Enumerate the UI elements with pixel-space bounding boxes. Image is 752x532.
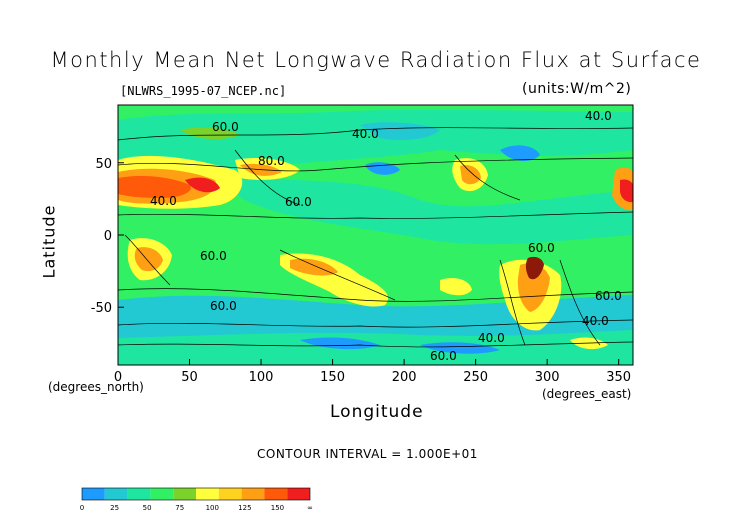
y-tick-label: -50 (91, 301, 112, 316)
contour-line (499, 259, 526, 346)
contour-line (118, 319, 633, 328)
y-tick-label: 0 (104, 229, 112, 244)
contour-line (118, 127, 633, 141)
field-region (185, 177, 220, 193)
contour-line (279, 249, 396, 301)
units-label: (units:W/m^2) (522, 81, 632, 97)
y-axis-unit: (degrees_north) (48, 380, 144, 394)
colorbar-swatch (150, 488, 174, 500)
y-tick-label: 50 (95, 157, 112, 172)
colorbar-tick-label: 0 (80, 504, 84, 512)
contour-label: 60.0 (285, 195, 312, 209)
colorbar-tick-label: 125 (238, 504, 251, 512)
field-region (118, 176, 191, 198)
field-region (500, 145, 540, 162)
contour-label: 60.0 (430, 349, 457, 363)
contour-label: 40.0 (478, 331, 505, 345)
field-region (420, 342, 500, 354)
chart-title: Monthly Mean Net Longwave Radiation Flux… (50, 48, 702, 72)
contour-label: 40.0 (585, 109, 612, 123)
field-region (118, 330, 633, 365)
field-region (360, 122, 440, 140)
field-region (460, 165, 481, 185)
field-region (620, 179, 633, 203)
contour-interval-label: CONTOUR INTERVAL = 1.000E+01 (257, 447, 478, 461)
contour-label: 60.0 (200, 249, 227, 263)
contour-label: 40.0 (582, 314, 609, 328)
contour-label: 60.0 (528, 241, 555, 255)
x-tick-label: 150 (320, 370, 345, 385)
colorbar-swatch (241, 488, 265, 500)
field-region (290, 258, 338, 276)
x-tick-label: 0 (114, 370, 122, 385)
colorbar-swatch (218, 488, 242, 500)
colorbar-swatch (287, 488, 310, 500)
field-region (118, 295, 633, 343)
contour-label: 80.0 (258, 154, 285, 168)
x-tick-label: 350 (606, 370, 631, 385)
colorbar-tick-label: ∞ (307, 504, 313, 512)
contour-label: 40.0 (150, 194, 177, 208)
field-region (365, 162, 400, 175)
file-name-label: [NLWRS_1995-07_NCEP.nc] (120, 84, 287, 98)
contour-line (234, 149, 301, 206)
colorbar-tick-label: 150 (271, 504, 284, 512)
contour-label: 60.0 (210, 299, 237, 313)
x-tick-label: 50 (181, 370, 198, 385)
colorbar-frame (81, 487, 311, 501)
contour-line (118, 288, 633, 302)
x-axis-unit: (degrees_east) (542, 387, 632, 401)
colorbar-tick-label: 25 (110, 504, 119, 512)
field-region (235, 175, 633, 245)
x-tick-label: 100 (249, 370, 274, 385)
contour-label: 60.0 (595, 289, 622, 303)
colorbar-tick-label: 100 (206, 504, 219, 512)
contour-line (454, 154, 521, 201)
contour-label: 60.0 (212, 120, 239, 134)
contour-line (559, 259, 601, 346)
field-region (517, 263, 550, 312)
colorbar-swatch (196, 488, 219, 500)
x-tick-label: 200 (392, 370, 417, 385)
contour-line (124, 234, 171, 286)
colorbar-swatch (82, 488, 105, 500)
contour-line (118, 157, 633, 172)
x-tick-label: 250 (463, 370, 488, 385)
field-region (440, 278, 472, 296)
field-region (525, 256, 544, 280)
colorbar-tick-label: 75 (175, 504, 184, 512)
x-axis-title: Longitude (330, 402, 424, 422)
contour-line (118, 211, 633, 219)
colorbar-swatch (127, 488, 151, 500)
contour-label: 40.0 (352, 127, 379, 141)
contour-line (118, 341, 633, 348)
field-region (300, 337, 380, 350)
colorbar-swatch (173, 488, 196, 500)
colorbar-tick-label: 50 (143, 504, 152, 512)
colorbar-swatch (264, 488, 288, 500)
x-tick-label: 300 (535, 370, 560, 385)
colorbar-swatch (104, 488, 128, 500)
field-region (180, 127, 240, 140)
field-region (118, 109, 633, 172)
